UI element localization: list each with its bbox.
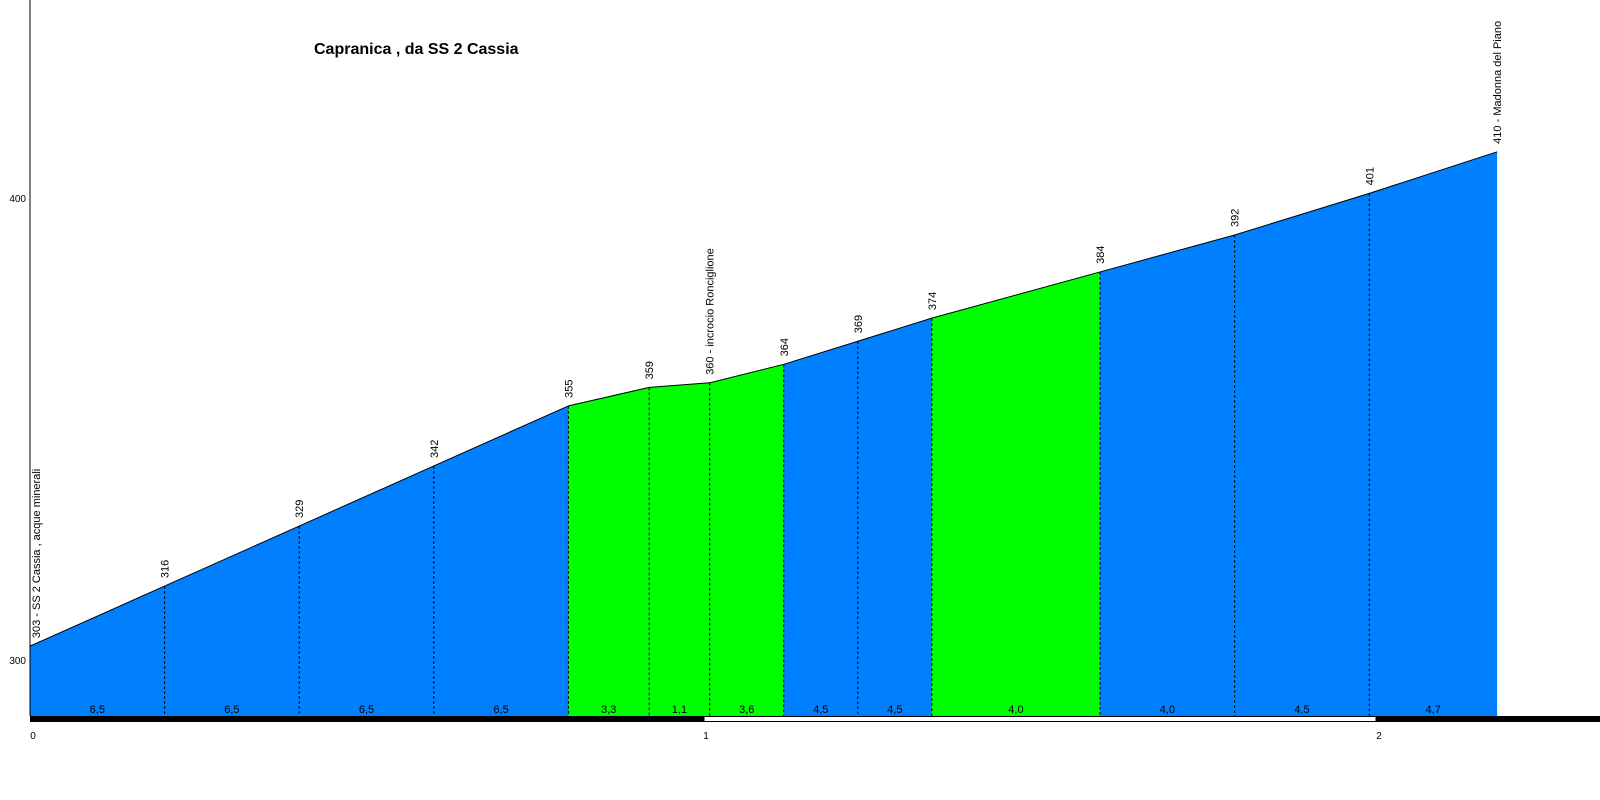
y-tick-label: 400: [9, 194, 26, 205]
elevation-label: 401: [1364, 167, 1376, 185]
gradient-label: 3,6: [739, 704, 754, 716]
profile-segment: [783, 341, 858, 716]
profile-segment: [857, 318, 932, 716]
elevation-label: 410 - Madonna del Piano: [1492, 21, 1504, 144]
gradient-label: 4,0: [1008, 704, 1023, 716]
profile-segment: [931, 271, 1101, 716]
elevation-label: 374: [927, 292, 939, 310]
elevation-label: 316: [160, 560, 172, 578]
profile-outline: [29, 585, 165, 647]
gradient-label: 6,5: [493, 704, 508, 716]
gradient-label: 4,0: [1160, 704, 1175, 716]
profile-outline: [1369, 151, 1498, 194]
profile-segment: [1100, 234, 1235, 716]
elevation-label: 392: [1230, 209, 1242, 227]
elevation-label: 384: [1095, 246, 1107, 264]
gradient-label: 6,5: [90, 704, 105, 716]
gradient-label: 1,1: [672, 704, 687, 716]
profile-outline: [1234, 192, 1370, 236]
gradient-label: 6,5: [224, 704, 239, 716]
elevation-label: 359: [644, 361, 656, 379]
gradient-label: 6,5: [359, 704, 374, 716]
elevation-label: 329: [294, 500, 306, 518]
profile-segment: [30, 586, 165, 716]
profile-outline: [857, 317, 932, 342]
profile-outline: [649, 382, 710, 388]
profile-outline: [783, 340, 858, 365]
elevation-label: 303 - SS 2 Cassia , acque minerali: [31, 469, 43, 638]
profile-outline: [298, 465, 435, 527]
x-tick-label: 1: [703, 731, 709, 742]
elevation-label: 342: [429, 440, 441, 458]
gradient-label: 4,7: [1426, 704, 1441, 716]
profile-segment: [568, 387, 650, 716]
profile-segment: [433, 405, 569, 716]
distance-bar-km-3: [1376, 716, 1600, 722]
elevation-label: 364: [779, 338, 791, 356]
elevation-label: 360 - incrocio Ronciglione: [705, 248, 717, 375]
profile-segment: [709, 364, 784, 716]
gradient-label: 4,5: [813, 704, 828, 716]
y-tick-label: 300: [9, 656, 26, 667]
profile-segment: [649, 382, 710, 716]
gradient-label: 4,5: [1294, 704, 1309, 716]
profile-segment: [299, 465, 434, 716]
x-tick-label: 2: [1376, 731, 1382, 742]
profile-segment: [1234, 193, 1370, 716]
elevation-label: 355: [563, 380, 575, 398]
profile-outline: [568, 386, 650, 407]
distance-bar-km-2: [703, 716, 1377, 722]
distance-bar-km-1: [30, 716, 704, 722]
profile-outline: [931, 271, 1101, 319]
chart-title: Capranica , da SS 2 Cassia: [314, 41, 519, 58]
profile-segment: [164, 526, 300, 716]
x-tick-label: 0: [30, 731, 36, 742]
profile-segment: [1369, 151, 1498, 717]
profile-outline: [1099, 234, 1235, 273]
gradient-label: 4,5: [887, 704, 902, 716]
elevation-label: 369: [853, 315, 865, 333]
profile-outline: [433, 405, 569, 467]
gradient-label: 3,3: [601, 704, 616, 716]
profile-outline: [709, 363, 784, 384]
profile-outline: [164, 525, 300, 587]
